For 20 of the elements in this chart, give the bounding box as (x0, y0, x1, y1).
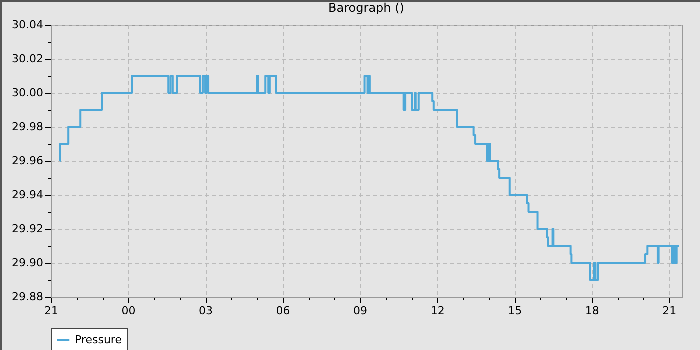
x-tick-label: 18 (585, 304, 600, 318)
x-tick-label: 15 (508, 304, 522, 318)
y-tick-label: 29.98 (12, 120, 44, 134)
y-tick-label: 29.92 (12, 222, 44, 236)
x-tick-label: 00 (122, 304, 136, 318)
x-tick-label: 09 (354, 304, 368, 318)
y-tick-label: 29.94 (12, 188, 44, 202)
chart-title: Barograph () (328, 1, 404, 15)
y-tick-label: 30.04 (12, 18, 44, 32)
x-tick-label: 12 (430, 304, 445, 318)
y-tick-label: 30.02 (12, 52, 44, 66)
x-tick-label: 21 (44, 304, 58, 318)
y-tick-label: 29.88 (12, 290, 44, 304)
x-tick-label: 03 (199, 304, 214, 318)
x-tick-label: 21 (662, 304, 677, 318)
y-tick-label: 29.90 (12, 256, 44, 270)
x-tick-label: 06 (276, 304, 290, 318)
legend-label: Pressure (75, 334, 122, 346)
y-tick-label: 29.96 (12, 154, 44, 168)
y-tick-label: 30.00 (12, 86, 44, 100)
